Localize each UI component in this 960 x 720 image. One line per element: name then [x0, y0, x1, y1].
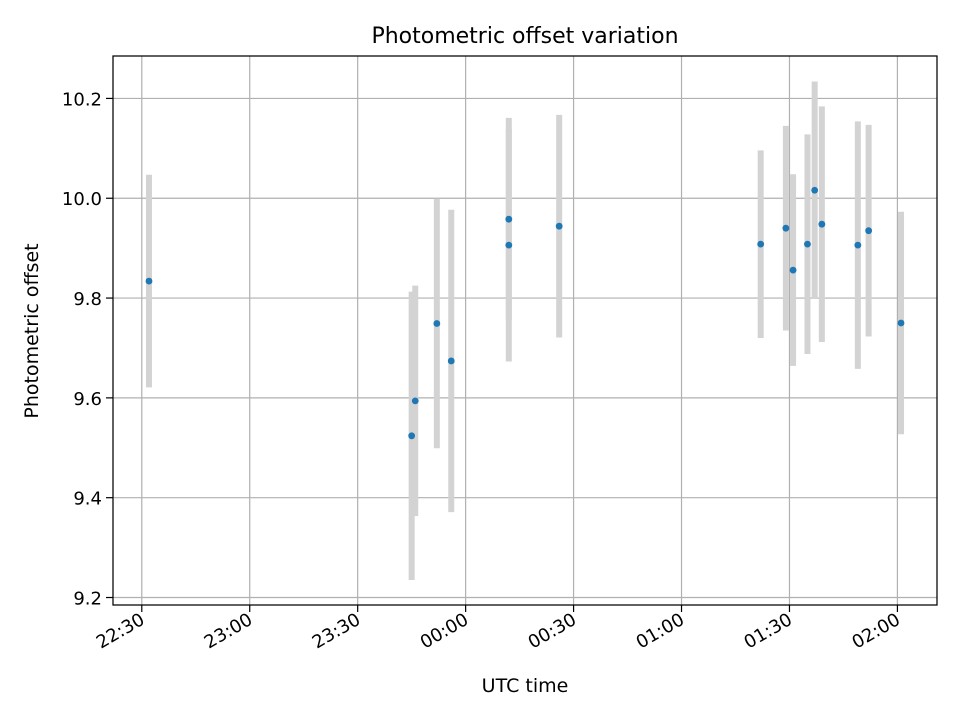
y-tick-label: 9.6 — [73, 389, 102, 410]
data-point — [804, 240, 811, 248]
data-point — [505, 215, 513, 223]
x-tick-label: 23:00 — [201, 609, 256, 653]
y-tick-label: 10.0 — [62, 189, 102, 210]
data-points — [145, 186, 905, 440]
data-point — [555, 222, 563, 230]
data-point — [782, 224, 790, 232]
y-tick-label: 10.2 — [62, 89, 102, 110]
data-point — [411, 397, 419, 405]
x-tick-label: 02:00 — [848, 609, 903, 653]
x-tick-label: 00:00 — [417, 609, 472, 653]
data-point — [433, 320, 441, 327]
x-axis-label: UTC time — [482, 675, 569, 697]
chart-title: Photometric offset variation — [371, 24, 678, 49]
data-point — [145, 277, 153, 285]
data-point — [897, 319, 905, 327]
data-point — [789, 266, 797, 274]
grid-lines — [113, 56, 937, 605]
data-point — [447, 357, 455, 365]
x-tick-label: 01:00 — [633, 609, 688, 653]
x-tick-label: 23:30 — [309, 609, 364, 653]
y-tick-label: 9.2 — [73, 589, 102, 610]
plot-area-frame — [112, 55, 938, 606]
data-point — [865, 227, 873, 235]
data-point — [505, 241, 513, 249]
y-axis: 9.2 9.4 9.6 9.8 10.0 10.2 — [62, 89, 113, 610]
data-point — [408, 432, 416, 440]
data-point — [811, 186, 819, 194]
y-axis-label: Photometric offset — [21, 243, 43, 418]
x-axis: 22:30 23:00 23:30 00:00 00:30 01:00 01:30 02:00 — [93, 605, 904, 653]
data-point — [818, 220, 826, 228]
x-tick-label: 01:30 — [741, 609, 796, 653]
error-bars — [145, 81, 905, 581]
y-tick-label: 9.4 — [73, 489, 102, 510]
data-point — [757, 240, 765, 248]
x-tick-label: 00:30 — [525, 609, 580, 653]
y-tick-label: 9.8 — [73, 289, 102, 310]
data-point — [854, 241, 862, 249]
x-tick-label: 22:30 — [93, 609, 148, 653]
